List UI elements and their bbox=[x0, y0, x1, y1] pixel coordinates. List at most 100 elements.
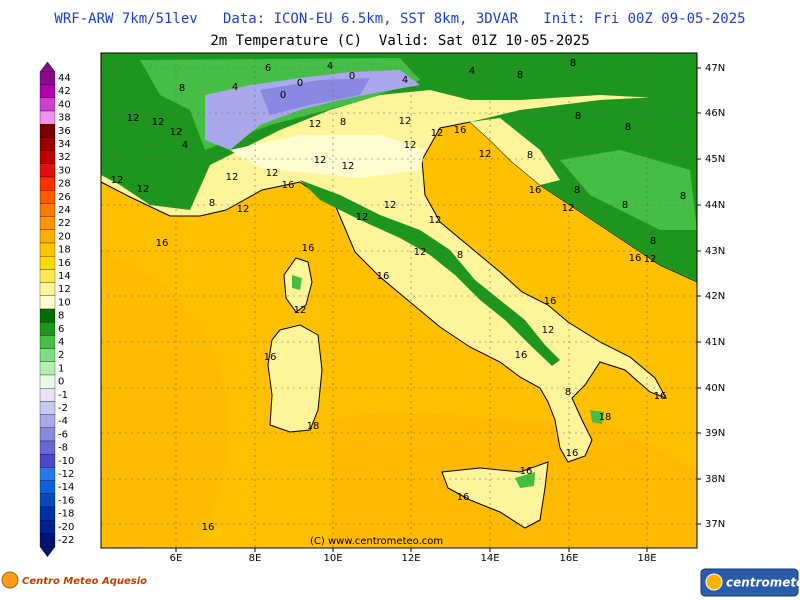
apennines bbox=[300, 180, 560, 366]
contour-label: 12 bbox=[237, 204, 250, 215]
contour-label: 8 bbox=[574, 185, 580, 196]
left-logo-text: Centro Meteo Aquesio bbox=[22, 576, 147, 587]
contour-label: 12 bbox=[404, 140, 417, 151]
lat-label: 46N bbox=[705, 108, 725, 119]
contour-label: 0 bbox=[349, 71, 355, 82]
corsica-green bbox=[292, 275, 302, 290]
colorbar-swatch bbox=[39, 97, 56, 112]
colorbar-swatch bbox=[39, 229, 56, 244]
balkans-light-green bbox=[560, 150, 697, 230]
colorbar-label: 40 bbox=[58, 99, 71, 110]
colorbar-label: 18 bbox=[58, 245, 71, 256]
colorbar-label: -2 bbox=[58, 403, 68, 414]
colorbar-label: -4 bbox=[58, 416, 68, 427]
alps-cold bbox=[260, 78, 370, 115]
lon-label: 18E bbox=[637, 553, 656, 564]
colorbar-label: 36 bbox=[58, 126, 71, 137]
contour-label: 16 bbox=[264, 352, 277, 363]
lat-label: 47N bbox=[705, 63, 725, 74]
lon-label: 16E bbox=[559, 553, 578, 564]
contour-label: 12 bbox=[414, 247, 427, 258]
colorbar-label: 16 bbox=[58, 258, 71, 269]
contour-label: 4 bbox=[469, 66, 475, 77]
contour-label: 8 bbox=[209, 198, 215, 209]
colorbar-swatch bbox=[39, 454, 56, 468]
colorbar-swatch bbox=[39, 322, 56, 336]
colorbar-swatch bbox=[39, 520, 56, 534]
contour-label: 18 bbox=[307, 421, 320, 432]
lon-label: 12E bbox=[401, 553, 420, 564]
colorbar-swatch bbox=[39, 150, 56, 164]
colorbar-label: 1 bbox=[58, 363, 64, 374]
colorbar-swatch bbox=[39, 401, 56, 415]
colorbar-label: -22 bbox=[58, 535, 74, 546]
colorbar-label: 2 bbox=[58, 350, 64, 361]
colorbar-swatch bbox=[39, 71, 56, 85]
contour-label: 12 bbox=[429, 215, 442, 226]
colorbar-swatch bbox=[39, 308, 56, 323]
contour-label: 8 bbox=[625, 122, 631, 133]
map-title: WRF-ARW 7km/51lev Data: ICON-EU 6.5km, S… bbox=[54, 11, 745, 27]
contour-label: 12 bbox=[356, 212, 369, 223]
etna bbox=[515, 472, 535, 488]
contour-label: 4 bbox=[182, 140, 188, 151]
colorbar-swatch bbox=[39, 467, 56, 481]
colorbar-swatch bbox=[39, 493, 56, 508]
right-logo[interactable]: centrometeo bbox=[700, 568, 800, 597]
contour-label: 12 bbox=[314, 155, 327, 166]
colorbar-swatch bbox=[39, 282, 56, 296]
colorbar-swatch bbox=[39, 506, 56, 521]
colorbar-label: -20 bbox=[58, 522, 74, 533]
contour-label: 16 bbox=[377, 271, 390, 282]
contour-label: 12 bbox=[137, 184, 150, 195]
colorbar-swatch bbox=[39, 348, 56, 362]
contour-label: 12 bbox=[152, 117, 165, 128]
contour-label: 16 bbox=[454, 125, 467, 136]
right-logo-text: centrometeo bbox=[726, 576, 800, 590]
lat-label: 40N bbox=[705, 383, 725, 394]
istria-warm bbox=[470, 118, 560, 185]
contour-label: 0 bbox=[297, 78, 303, 89]
colorbar-swatch bbox=[39, 414, 56, 428]
lat-label: 42N bbox=[705, 291, 725, 302]
colorbar-swatch bbox=[39, 203, 56, 217]
colorbar-label: 30 bbox=[58, 165, 71, 176]
map-frame bbox=[100, 52, 698, 549]
copyright: (C) www.centrometeo.com bbox=[310, 536, 443, 547]
contour-label: 16 bbox=[654, 391, 667, 402]
contour-label: 12 bbox=[170, 127, 183, 138]
logo-icon bbox=[1, 571, 19, 589]
contour-label: 12 bbox=[384, 200, 397, 211]
lat-label: 38N bbox=[705, 474, 725, 485]
colorbar-swatch bbox=[39, 110, 56, 125]
colorbar-swatch bbox=[39, 480, 56, 494]
contour-label: 4 bbox=[402, 75, 408, 86]
colorbar-swatch bbox=[39, 176, 56, 191]
contour-label: 16 bbox=[156, 238, 169, 249]
contour-label: 12 bbox=[294, 305, 307, 316]
po-valley bbox=[230, 135, 425, 178]
contour-label: 16 bbox=[544, 296, 557, 307]
colorbar-label: -12 bbox=[58, 469, 74, 480]
colorbar-swatch bbox=[39, 137, 56, 151]
colorbar-label: 26 bbox=[58, 192, 71, 203]
lat-label: 45N bbox=[705, 154, 725, 165]
contour-label: 12 bbox=[431, 128, 444, 139]
contour-label: 8 bbox=[517, 70, 523, 81]
colorbar-swatch bbox=[39, 190, 56, 204]
colorbar-swatch bbox=[39, 163, 56, 178]
alps-cold bbox=[205, 70, 420, 150]
colorbar-swatch bbox=[39, 216, 56, 230]
colorbar-label: 24 bbox=[58, 205, 71, 216]
lat-label: 39N bbox=[705, 428, 725, 439]
colorbar-label: 6 bbox=[58, 324, 64, 335]
colorbar-label: 22 bbox=[58, 218, 71, 229]
colorbar-label: 42 bbox=[58, 86, 71, 97]
contour-label: 12 bbox=[562, 203, 575, 214]
colorbar-label: -16 bbox=[58, 495, 74, 506]
lat-label: 43N bbox=[705, 246, 725, 257]
lon-label: 14E bbox=[480, 553, 499, 564]
right-logo-icon bbox=[705, 573, 723, 591]
graticule bbox=[101, 53, 697, 548]
